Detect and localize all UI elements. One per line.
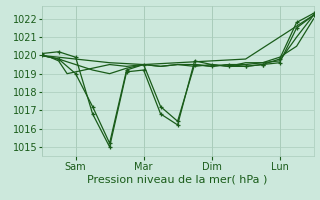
- X-axis label: Pression niveau de la mer( hPa ): Pression niveau de la mer( hPa ): [87, 174, 268, 184]
